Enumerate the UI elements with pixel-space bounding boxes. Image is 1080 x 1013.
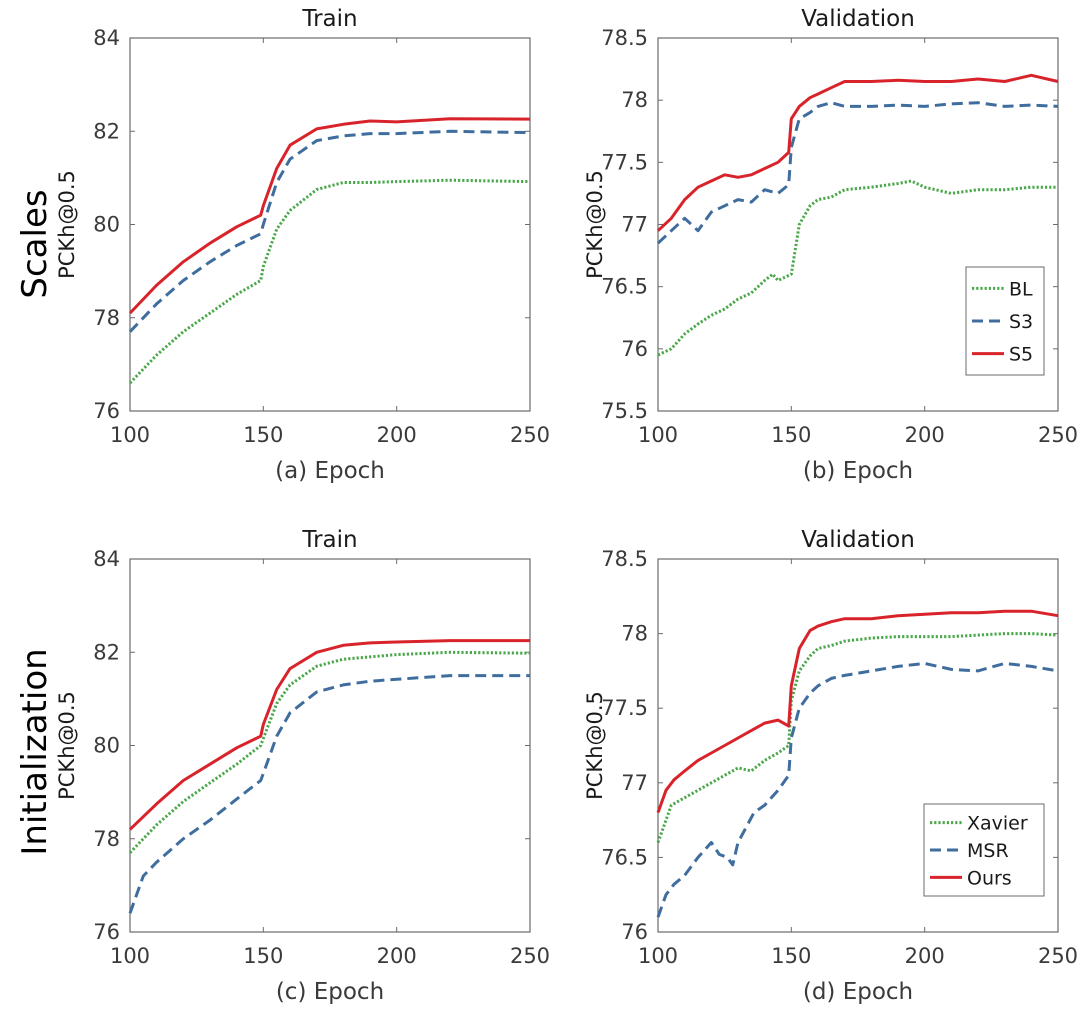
panel-2-ylabel: PCKh@0.5 <box>583 170 607 279</box>
panel-1-ytick-label: 80 <box>93 213 120 237</box>
panel-3-series-ours <box>128 639 530 831</box>
panel-1-ytick-label: 78 <box>93 306 120 330</box>
row-label-scales: Scales <box>15 189 55 298</box>
panel-2-xtick-label: 150 <box>771 423 811 447</box>
panel-1-axes-frame <box>129 37 531 412</box>
panel-4-ytick-label: 76 <box>621 920 648 944</box>
panel-2-xtick-label: 250 <box>1038 423 1078 447</box>
panel-1-title: Train <box>301 6 357 32</box>
panel-2-ytick-label: 77.5 <box>601 150 648 174</box>
panel-4-series-msr <box>656 661 1059 918</box>
panel-3-xtick-label: 250 <box>510 944 550 968</box>
panel-4-xtick-label: 250 <box>1038 944 1078 968</box>
panel-4-legend-label-xavier: Xavier <box>967 813 1028 835</box>
panel-4-legend <box>923 803 1045 897</box>
panel-2-xtick-label: 100 <box>638 423 678 447</box>
panel-3-ylabel: PCKh@0.5 <box>55 691 79 800</box>
panel-4-series-xavier <box>656 632 1059 844</box>
panel-1-xtick-label: 250 <box>510 423 550 447</box>
panel-2-ytick-label: 78.5 <box>601 26 648 50</box>
panel-2-series-s5 <box>656 73 1059 232</box>
panel-1-series-bl <box>128 178 531 385</box>
panel-3-xtick-label: 200 <box>377 944 417 968</box>
panel-1-series-s3 <box>128 129 531 333</box>
panel-3-ytick-label: 84 <box>93 547 120 571</box>
panel-2-ytick-label: 77 <box>621 213 648 237</box>
panel-2-xlabel: (b) Epoch <box>803 458 913 484</box>
row-label-initialization: Initialization <box>15 648 55 855</box>
panel-1-xtick-label: 200 <box>377 423 417 447</box>
panel-2-ytick-label: 76 <box>621 337 648 361</box>
panel-2-ytick-label: 76.5 <box>601 275 648 299</box>
panel-1-xtick-label: 100 <box>110 423 150 447</box>
panel-2-series-s3 <box>656 101 1059 245</box>
panel-3-series-xavier <box>128 650 531 854</box>
panel-1-ytick-label: 84 <box>93 26 120 50</box>
panel-4-title: Validation <box>801 527 915 553</box>
panel-3-xtick-label: 100 <box>110 944 150 968</box>
panel-4-ytick-label: 77.5 <box>601 696 648 720</box>
panel-2-legend-label-s5: S5 <box>1009 344 1033 366</box>
panel-4-ytick-label: 76.5 <box>601 845 648 869</box>
panel-3-ytick-label: 78 <box>93 827 120 851</box>
panel-2-ytick-label: 75.5 <box>601 399 648 423</box>
panel-4-ytick-label: 77 <box>621 771 648 795</box>
panel-2-xtick-label: 200 <box>905 423 945 447</box>
panel-1-ytick-label: 82 <box>93 119 120 143</box>
panel-4-ytick-label: 78 <box>621 622 648 646</box>
panel-3-series-msr <box>128 674 530 914</box>
panel-3-ytick-label: 80 <box>93 734 120 758</box>
panel-3-ytick-label: 76 <box>93 920 120 944</box>
panel-1-ylabel: PCKh@0.5 <box>55 170 79 279</box>
panel-4-series-ours <box>656 609 1059 814</box>
panel-4-legend-label-ours: Ours <box>967 867 1012 889</box>
panel-1-xlabel: (a) Epoch <box>275 458 385 484</box>
panel-4-xtick-label: 200 <box>905 944 945 968</box>
panel-1-ytick-label: 76 <box>93 399 120 423</box>
panel-2-legend-label-s3: S3 <box>1009 311 1033 333</box>
panel-4-legend-label-msr: MSR <box>967 840 1009 862</box>
panel-4-xtick-label: 150 <box>771 944 811 968</box>
panel-3-ytick-label: 82 <box>93 640 120 664</box>
panel-3-xtick-label: 150 <box>243 944 283 968</box>
panel-4-xtick-label: 100 <box>638 944 678 968</box>
panel-4-xlabel: (d) Epoch <box>803 979 913 1005</box>
panel-1-series-s5 <box>128 117 531 315</box>
panel-3-xlabel: (c) Epoch <box>276 979 384 1005</box>
panel-2-title: Validation <box>801 6 915 32</box>
panel-2-ytick-label: 78 <box>621 88 648 112</box>
panel-4-axes-frame <box>657 558 1059 933</box>
panel-3-axes-frame <box>129 558 531 933</box>
panel-2-legend-label-bl: BL <box>1009 278 1033 300</box>
panel-1-xtick-label: 150 <box>243 423 283 447</box>
panel-3-title: Train <box>301 527 357 553</box>
panel-4-ylabel: PCKh@0.5 <box>583 691 607 800</box>
panel-4-ytick-label: 78.5 <box>601 547 648 571</box>
